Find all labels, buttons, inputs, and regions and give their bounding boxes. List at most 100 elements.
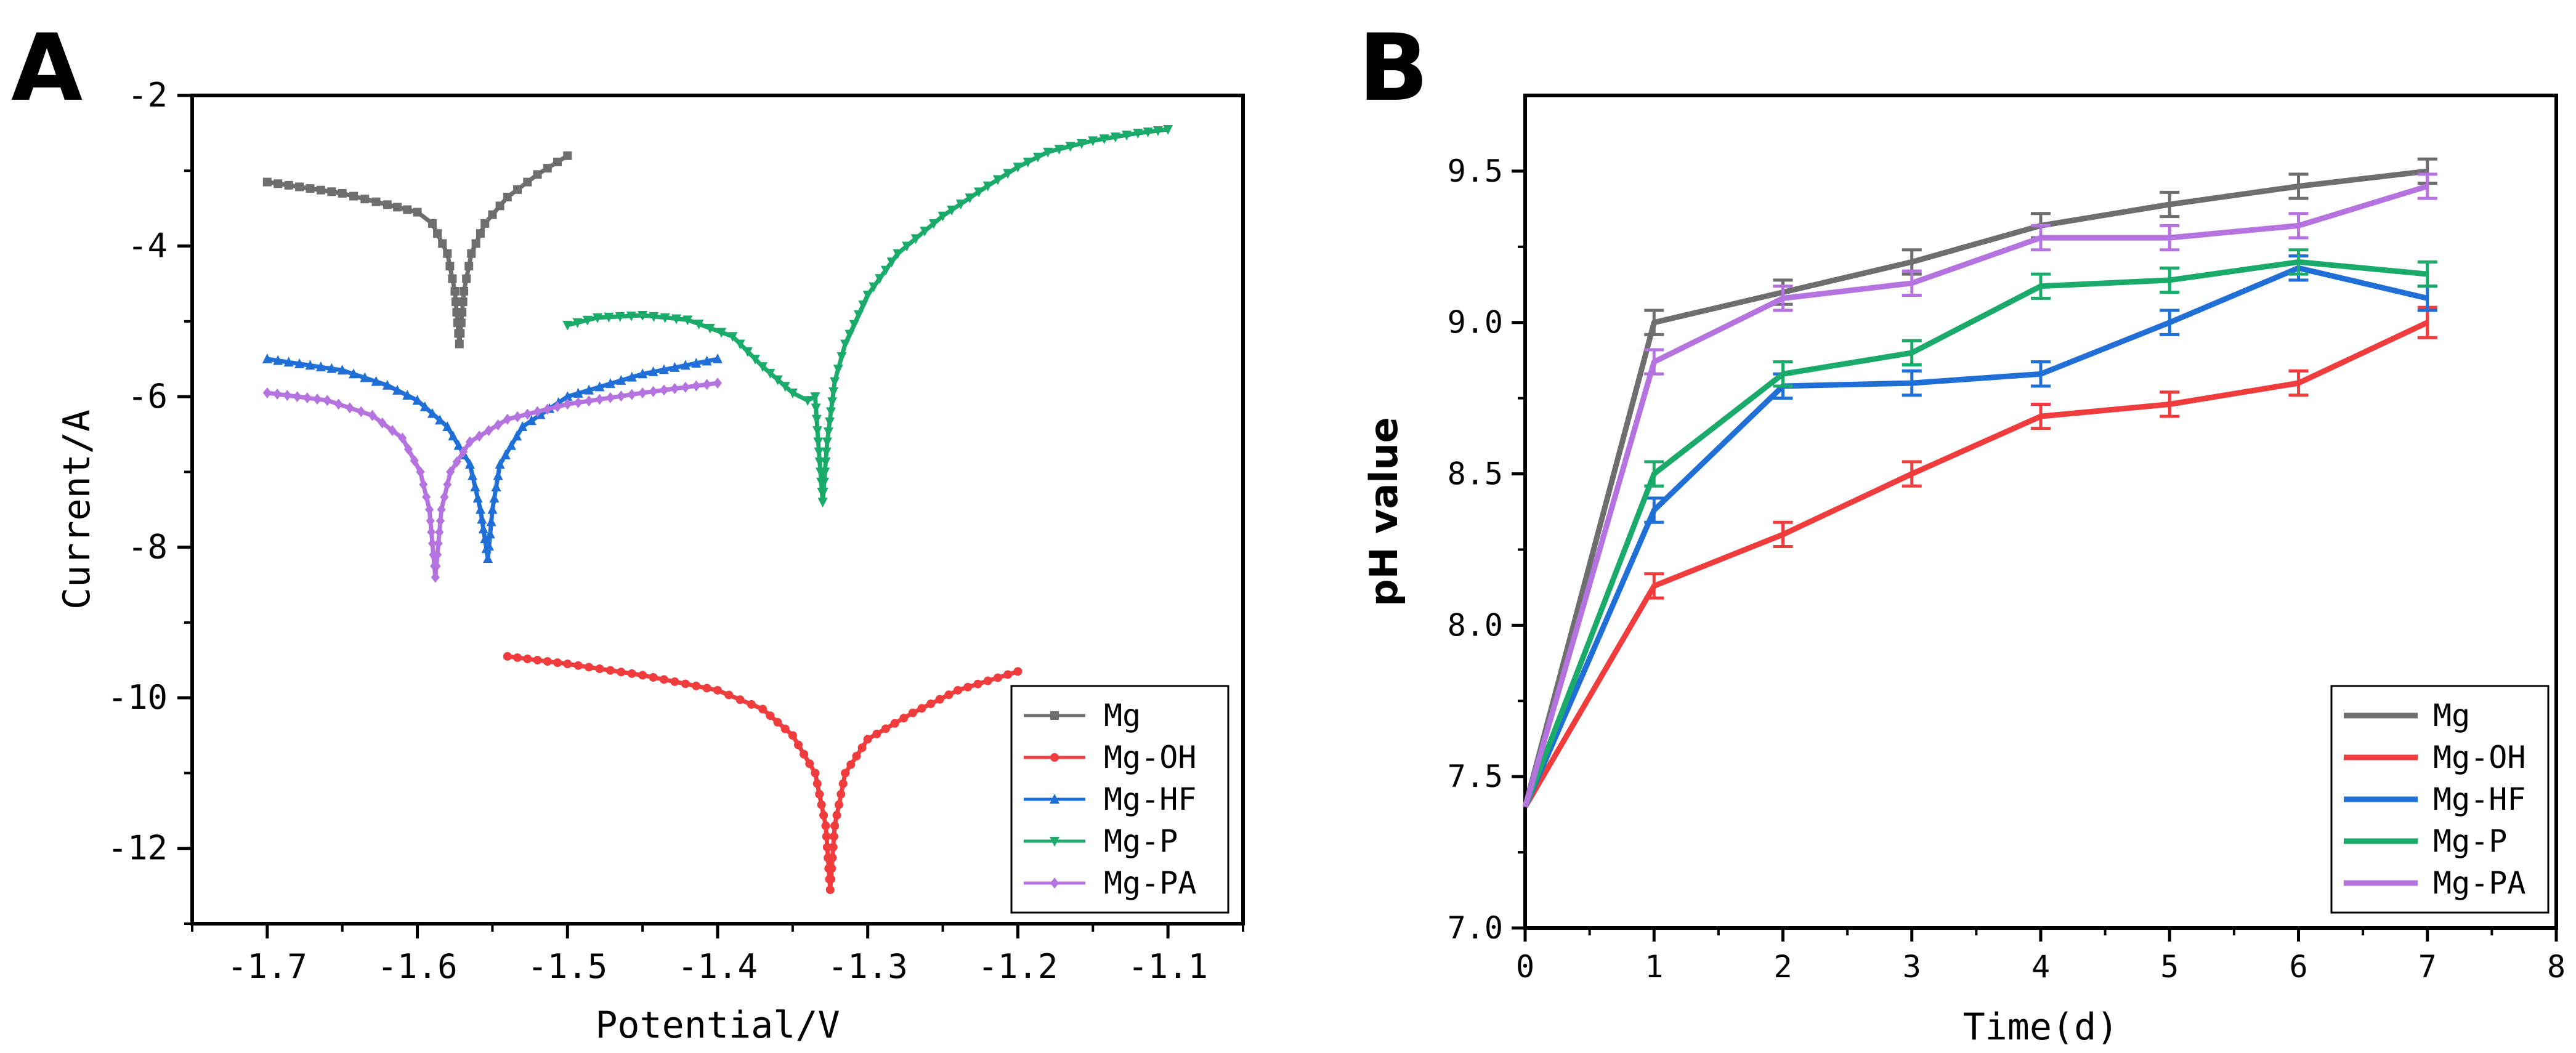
chart-a-point	[659, 675, 668, 684]
chart-a-point	[872, 729, 881, 738]
chart-a-point	[840, 339, 851, 350]
chart-a-point	[812, 426, 823, 437]
chart-a-point	[691, 357, 702, 368]
chart-a-point	[435, 515, 445, 526]
chart-a-y-tick-label: -8	[128, 528, 168, 567]
chart-a-point	[489, 493, 500, 503]
chart-a-point	[823, 427, 833, 438]
chart-a-point	[829, 832, 838, 841]
chart-a-point	[974, 187, 984, 198]
chart-a-point	[503, 413, 512, 425]
chart-a-point	[811, 403, 821, 414]
chart-a-point	[478, 523, 488, 534]
chart-a-point	[491, 481, 501, 491]
chart-a-point	[573, 661, 583, 670]
chart-a-point	[926, 699, 936, 708]
chart-a-point	[963, 682, 973, 692]
chart-a-point	[681, 381, 690, 393]
chart-a-point	[472, 493, 483, 503]
chart-a-point	[506, 440, 516, 450]
chart-a-point	[283, 390, 292, 401]
chart-a-point	[886, 257, 897, 268]
chart-a-point	[371, 376, 381, 386]
chart-a-series-line	[567, 127, 1169, 504]
chart-a-point	[484, 541, 494, 551]
chart-a-point	[293, 391, 302, 403]
chart-a-point	[1133, 129, 1143, 139]
chart-a-point	[910, 234, 921, 244]
chart-a-point	[811, 769, 820, 778]
chart-a-point	[1032, 152, 1043, 163]
chart-a-series-mg-pa	[262, 377, 722, 583]
chart-a-point	[526, 415, 537, 426]
chart-a-point	[702, 379, 711, 390]
chart-a-series-mg	[262, 151, 572, 349]
chart-a-y-tick-label: -6	[128, 377, 168, 416]
chart-a-point	[947, 205, 957, 216]
chart-a-series-line	[267, 153, 569, 346]
chart-a-point	[427, 538, 437, 549]
chart-a-point	[456, 329, 465, 338]
chart-a-point	[965, 193, 975, 204]
chart-a-point	[1043, 147, 1053, 158]
chart-a-point	[460, 286, 469, 296]
chart-a-point	[483, 552, 493, 563]
chart-a-point	[670, 677, 679, 686]
chart-a-point	[735, 339, 745, 350]
chart-a-point	[692, 681, 701, 690]
chart-a-point	[615, 312, 625, 322]
chart-a-point	[862, 291, 873, 301]
chart-b-legend-label: Mg-OH	[2433, 740, 2526, 775]
chart-a-point	[604, 312, 614, 323]
chart-a-point	[553, 158, 562, 167]
chart-a-point	[819, 477, 830, 488]
chart-a-point	[953, 685, 962, 695]
chart-a-point	[448, 274, 457, 283]
chart-a-legend-marker	[1050, 753, 1059, 762]
chart-a-point	[313, 393, 322, 405]
chart-a-point	[758, 362, 768, 373]
chart-a-series-mg-hf	[262, 353, 723, 563]
chart-a-point	[1077, 139, 1087, 149]
chart-a-point	[445, 262, 455, 271]
chart-a-point	[821, 447, 832, 458]
chart-a-point	[727, 332, 738, 342]
chart-b-x-tick-label: 5	[2160, 949, 2179, 985]
chart-a-point	[327, 187, 336, 196]
chart-b-series-mg-hf	[1522, 254, 2437, 809]
chart-a-point	[513, 653, 522, 662]
chart-a-point	[410, 455, 419, 467]
chart-a-y-axis-title: Current/A	[55, 410, 99, 610]
chart-a-point	[822, 832, 831, 841]
chart-a-point	[326, 363, 337, 373]
chart-a-point	[724, 690, 734, 700]
chart-a-point	[512, 430, 522, 441]
chart-a-point	[458, 297, 468, 307]
chart-a-point	[836, 352, 847, 362]
chart-a-legend-marker	[1050, 878, 1059, 889]
chart-a-point	[284, 180, 293, 190]
chart-a-series-line	[507, 654, 1019, 892]
chart-a-point	[493, 419, 503, 430]
chart-a-point	[398, 432, 407, 444]
chart-a-point	[422, 491, 431, 503]
chart-a-point	[337, 365, 347, 375]
chart-a-series-mg-oh	[503, 652, 1023, 894]
chart-a-point	[828, 387, 839, 397]
chart-a-x-tick-label: -1.1	[1128, 947, 1208, 986]
chart-b: 0 1 2 3 4 5 6 7 8 7.0 7.5 8.0 8.5 9.0 9.5 Time(d) pH val…	[1361, 94, 2566, 1049]
chart-a-point	[836, 789, 846, 799]
chart-a-point	[452, 456, 461, 468]
chart-b-series-line	[1522, 259, 2428, 808]
chart-a-point	[890, 719, 899, 728]
chart-a-x-tick-label: -1.4	[678, 947, 758, 986]
panel-b-letter: B	[1358, 15, 1428, 122]
chart-a-point	[935, 695, 944, 704]
chart-a-point	[830, 821, 840, 831]
chart-a-x-axis-title: Potential/V	[595, 1004, 840, 1047]
chart-a-point	[692, 380, 701, 392]
chart-a-point	[393, 203, 402, 212]
chart-b-x-tick-label: 4	[2031, 949, 2050, 985]
chart-a-point	[648, 366, 658, 376]
chart-a-point	[487, 504, 498, 514]
